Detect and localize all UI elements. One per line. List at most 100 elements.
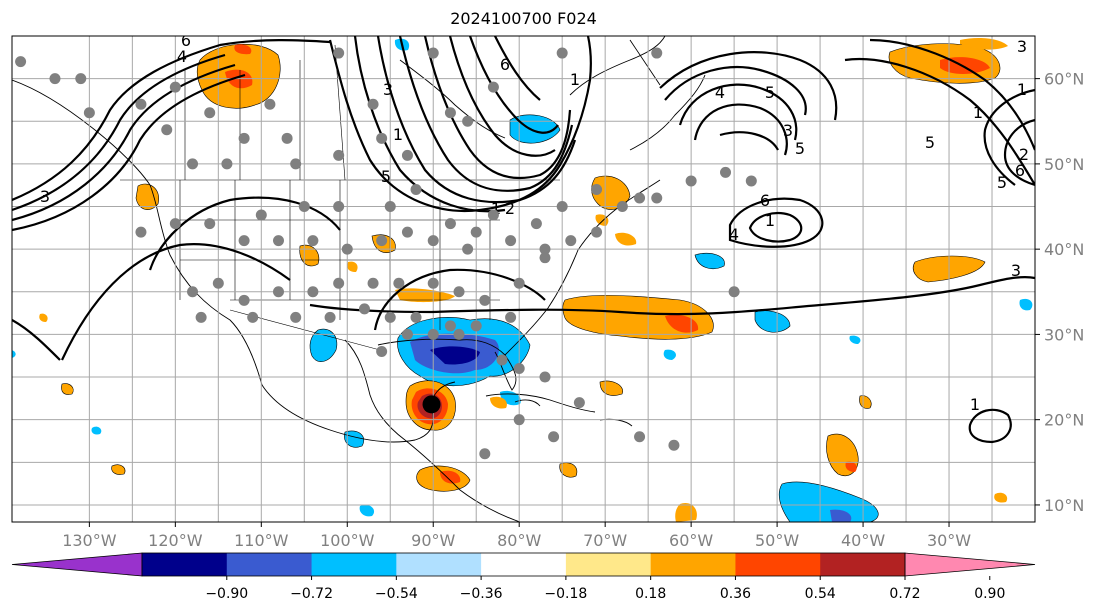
station-dot [272, 286, 284, 298]
station-dot [479, 294, 491, 306]
map-frame [11, 35, 1036, 523]
colorbar-extend-min [11, 552, 143, 577]
station-dot [487, 81, 499, 93]
station-dot [668, 439, 680, 451]
x-tick-label: 110°W [234, 531, 289, 550]
contour-label: 5 [765, 83, 775, 102]
station-dot [427, 235, 439, 247]
colorbar-segment [311, 553, 397, 576]
contour-label: 3 [1017, 37, 1027, 56]
station-dot [238, 235, 250, 247]
contour-label: 2 [1019, 145, 1029, 164]
station-dot [462, 243, 474, 255]
station-dot [238, 294, 250, 306]
station-dot [290, 311, 302, 323]
contour-label: 1 [973, 103, 983, 122]
contour-label: 1 [491, 199, 501, 218]
station-dot [651, 192, 663, 204]
station-dot [444, 107, 456, 119]
x-axis-ticks: 130°W 120°W 110°W 100°W 90°W 80°W 70°W 60°W 50°W… [62, 522, 971, 550]
contour-label: 1 [1017, 80, 1027, 99]
colorbar-segment [226, 553, 313, 576]
x-tick-label: 40°W [841, 531, 885, 550]
station-dot [333, 149, 345, 161]
x-tick-label: 50°W [755, 531, 799, 550]
station-dot [341, 243, 353, 255]
station-dot [272, 235, 284, 247]
station-dot [187, 286, 199, 298]
station-dot [462, 115, 474, 127]
colorbar-extend-max [904, 552, 1036, 577]
contour-label: 4 [715, 83, 725, 102]
station-dot [616, 201, 628, 213]
contour-label: 3 [383, 80, 393, 99]
station-dot [307, 235, 319, 247]
station-dot [573, 397, 585, 409]
station-dot [720, 166, 732, 178]
station-dot [427, 277, 439, 289]
observation-stations [15, 47, 757, 460]
station-dot [401, 149, 413, 161]
colorbar-segment [142, 553, 228, 576]
station-dot [410, 183, 422, 195]
station-dot [530, 218, 542, 230]
station-dot [539, 252, 551, 264]
station-dot [281, 132, 293, 144]
station-dot [745, 175, 757, 187]
y-tick-label: 10°N [1044, 496, 1084, 515]
contour-label: 1 [393, 125, 403, 144]
station-dot [548, 431, 560, 443]
station-dot [333, 47, 345, 59]
x-tick-label: 70°W [583, 531, 627, 550]
station-dot [212, 277, 224, 289]
contour-label: 5 [381, 167, 391, 186]
station-dot [591, 226, 603, 238]
station-dot [513, 363, 525, 375]
station-dot [513, 277, 525, 289]
colorbar-tick-label: −0.90 [205, 586, 248, 602]
y-tick-label: 60°N [1044, 70, 1084, 89]
station-dot [187, 158, 199, 170]
station-dot [298, 201, 310, 213]
station-dot [195, 311, 207, 323]
station-dot [358, 303, 370, 315]
contour-label: 3 [40, 187, 50, 206]
colorbar-frame [141, 552, 906, 577]
station-dot [221, 158, 233, 170]
station-dot [470, 226, 482, 238]
station-dot [505, 311, 517, 323]
contour-label: 3 [1011, 261, 1021, 280]
station-dot [591, 183, 603, 195]
x-tick-label: 90°W [411, 531, 455, 550]
station-dot [169, 81, 181, 93]
contour-label: 1 [570, 70, 580, 89]
contour-label: 6 [181, 31, 191, 50]
station-dot [401, 328, 413, 340]
station-dot [651, 47, 663, 59]
y-axis-ticks: 60°N 50°N 40°N 30°N 20°N 10°N [1035, 70, 1084, 515]
station-dot [444, 320, 456, 332]
station-dot [75, 73, 87, 85]
station-dot [264, 98, 276, 110]
station-dot [539, 243, 551, 255]
station-dot [333, 277, 345, 289]
station-dot [255, 209, 267, 221]
station-dot [513, 414, 525, 426]
station-dot [204, 107, 216, 119]
station-dot [401, 226, 413, 238]
y-tick-label: 20°N [1044, 411, 1084, 430]
station-dot [376, 235, 388, 247]
station-dot [333, 201, 345, 213]
station-dot [15, 56, 27, 68]
gridlines [12, 36, 1035, 522]
station-dot [410, 311, 422, 323]
hurricane-center-marker [422, 395, 441, 414]
station-dot [384, 311, 396, 323]
contour-label: 3 [783, 121, 793, 140]
height-contours [12, 36, 1035, 444]
station-dot [204, 218, 216, 230]
colorbar-segment [735, 553, 821, 576]
colorbar-tick-label: −0.54 [375, 586, 418, 602]
